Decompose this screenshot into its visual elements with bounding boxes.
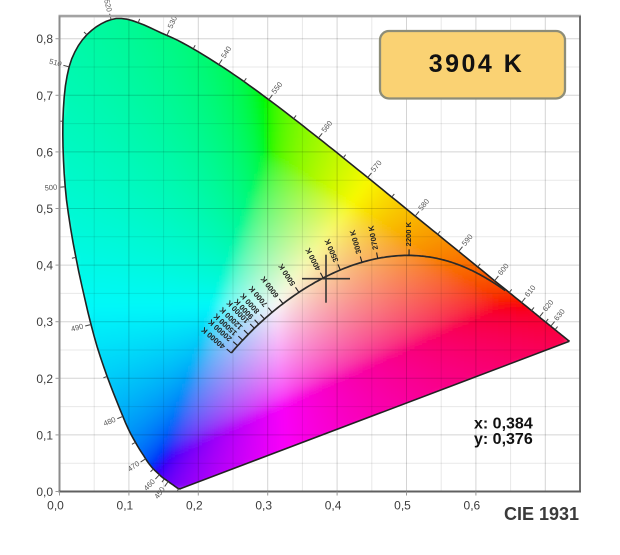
svg-text:0,1: 0,1: [117, 499, 134, 513]
svg-text:x: 0,384: x: 0,384: [474, 416, 533, 433]
svg-text:0,6: 0,6: [464, 499, 481, 513]
svg-text:0,5: 0,5: [394, 499, 411, 513]
svg-text:0,4: 0,4: [36, 259, 53, 273]
svg-text:500: 500: [44, 183, 57, 193]
svg-text:0,7: 0,7: [36, 89, 53, 103]
svg-text:0,0: 0,0: [36, 485, 53, 499]
svg-text:2200 K: 2200 K: [404, 221, 413, 246]
svg-text:0,3: 0,3: [255, 499, 272, 513]
svg-text:0,6: 0,6: [36, 145, 53, 159]
svg-text:0,2: 0,2: [36, 372, 53, 386]
svg-text:0,0: 0,0: [47, 499, 64, 513]
svg-text:3904 K: 3904 K: [429, 50, 525, 78]
svg-text:y: 0,376: y: 0,376: [474, 431, 533, 448]
svg-text:0,8: 0,8: [36, 32, 53, 46]
svg-text:0,5: 0,5: [36, 202, 53, 216]
svg-text:0,3: 0,3: [36, 315, 53, 329]
svg-text:0,1: 0,1: [36, 428, 53, 442]
svg-text:0,2: 0,2: [186, 499, 203, 513]
svg-text:0,4: 0,4: [325, 499, 342, 513]
svg-text:CIE 1931: CIE 1931: [504, 504, 579, 524]
